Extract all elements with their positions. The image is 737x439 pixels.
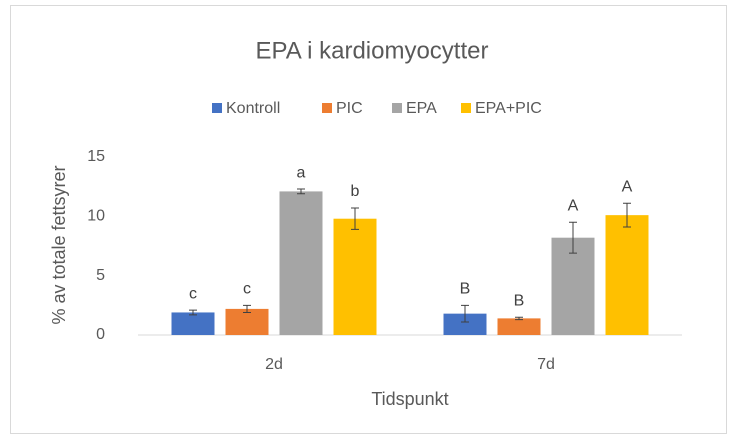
significance-label: a [297, 164, 306, 181]
error-bar [515, 316, 523, 321]
bar [551, 237, 595, 335]
y-tick-label: 0 [96, 326, 105, 343]
y-axis-label: % av totale fettsyrer [49, 165, 69, 324]
error-bar [623, 202, 631, 228]
legend-label: EPA+PIC [475, 100, 542, 117]
y-tick-label: 15 [87, 148, 105, 165]
y-tick-label: 5 [96, 267, 105, 284]
legend-swatch [322, 103, 332, 113]
x-tick-label: 7d [537, 356, 555, 373]
bar [605, 215, 649, 335]
legend-swatch [212, 103, 222, 113]
significance-label: A [568, 197, 579, 214]
legend-label: EPA [406, 100, 437, 117]
legend-swatch [392, 103, 402, 113]
legend-swatch [461, 103, 471, 113]
bar [443, 313, 487, 335]
error-bar [461, 304, 469, 323]
error-bar [569, 221, 577, 254]
error-bar [243, 304, 251, 313]
significance-label: b [351, 183, 360, 200]
significance-label: B [514, 292, 525, 309]
bar [333, 218, 377, 335]
error-bar [297, 188, 305, 195]
legend-label: PIC [336, 100, 363, 117]
significance-label: c [189, 285, 197, 302]
x-tick-label: 2d [265, 356, 283, 373]
significance-label: A [622, 178, 633, 195]
y-tick-label: 10 [87, 208, 105, 225]
bar [497, 318, 541, 335]
significance-label: B [460, 281, 471, 298]
x-axis-label: Tidspunkt [371, 389, 448, 409]
bar [171, 312, 215, 335]
error-bar [351, 207, 359, 230]
significance-label: c [243, 281, 251, 298]
bar [225, 308, 269, 335]
legend-label: Kontroll [226, 100, 280, 117]
chart-title: EPA i kardiomyocytter [256, 37, 489, 64]
bar [279, 191, 323, 335]
error-bar [189, 309, 197, 316]
